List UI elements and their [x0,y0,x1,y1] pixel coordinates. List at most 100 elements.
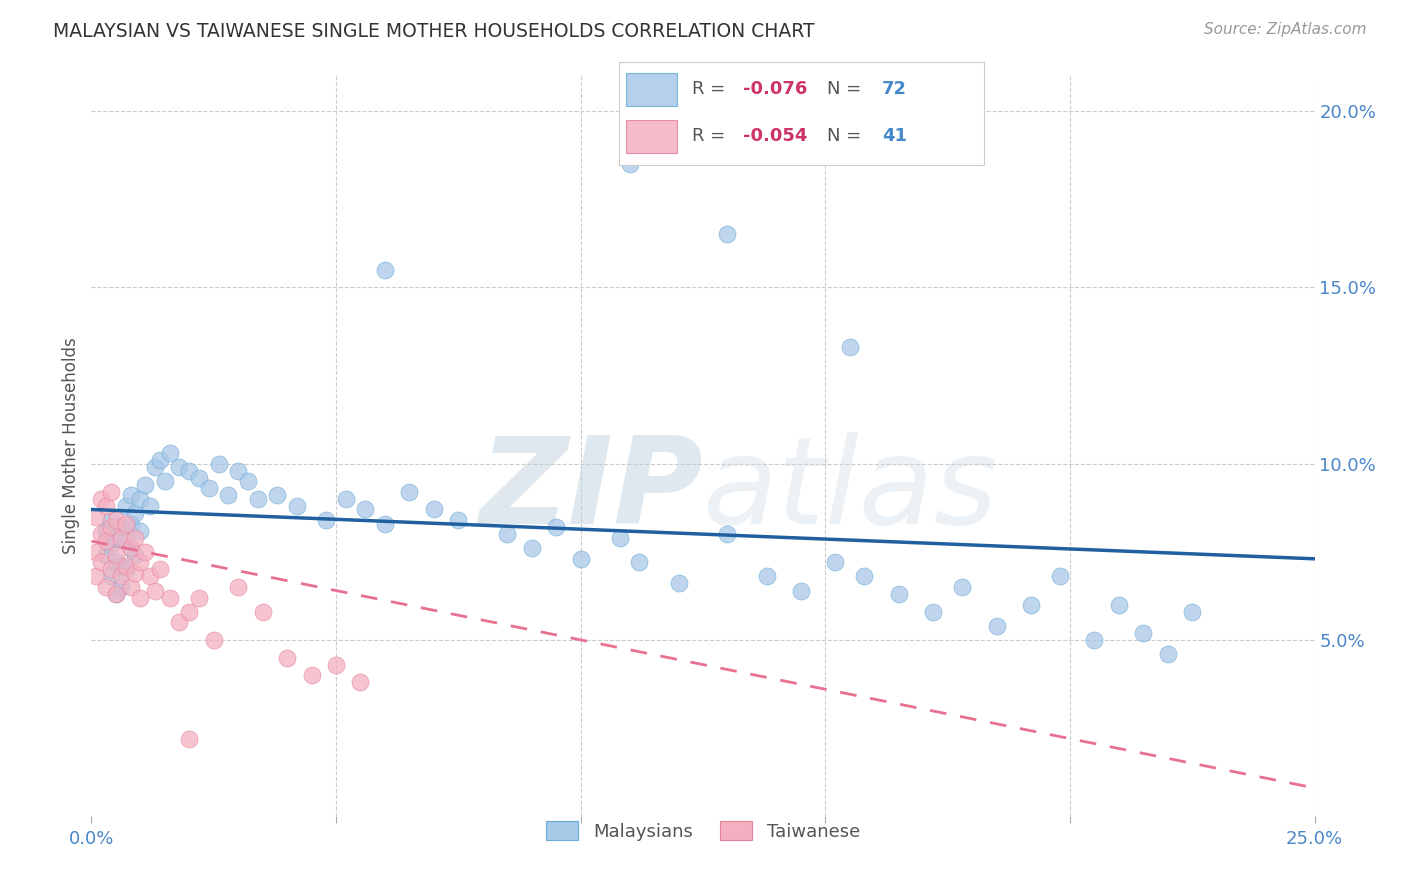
Point [1108,598,1130,612]
Point [129,524,152,538]
Point [188,591,211,605]
Point [114,562,136,576]
Text: atlas: atlas [703,432,998,549]
Point [94,499,117,513]
Point [252,605,274,619]
Y-axis label: Single Mother Households: Single Mother Households [62,338,80,554]
Point [301,668,323,682]
Point [1157,647,1180,661]
Point [124,549,146,563]
Point [838,340,860,354]
Point [129,555,152,569]
Point [100,569,122,583]
Point [100,513,122,527]
Point [335,491,357,506]
Text: -0.076: -0.076 [742,80,807,98]
FancyBboxPatch shape [626,120,678,153]
Point [315,513,337,527]
Point [354,502,377,516]
Point [120,580,142,594]
Point [104,549,127,563]
Text: -0.054: -0.054 [742,128,807,145]
Point [120,516,142,531]
Point [149,453,172,467]
Point [1049,569,1071,583]
Text: N =: N = [827,80,868,98]
Text: N =: N = [827,128,868,145]
Point [716,227,738,242]
Text: R =: R = [692,128,731,145]
Point [143,583,166,598]
Point [129,491,152,506]
Point [569,551,592,566]
Point [104,587,127,601]
Point [124,566,146,580]
Text: R =: R = [692,80,731,98]
Point [100,538,122,552]
Point [120,541,142,556]
Point [129,591,152,605]
Point [104,531,127,545]
Point [1083,632,1105,647]
Point [447,513,470,527]
Point [139,569,162,583]
Point [149,562,172,576]
Point [120,488,142,502]
Point [120,541,142,556]
Point [790,583,813,598]
Point [100,520,122,534]
Point [110,531,132,545]
Point [169,615,191,630]
Point [153,475,176,489]
Point [496,527,519,541]
Point [226,580,249,594]
Point [755,569,778,583]
Point [179,605,201,619]
Point [110,569,132,583]
Point [1019,598,1042,612]
Point [628,555,651,569]
Text: ZIP: ZIP [479,432,703,549]
Point [114,558,136,573]
Text: Source: ZipAtlas.com: Source: ZipAtlas.com [1204,22,1367,37]
Point [94,534,117,549]
Point [94,580,117,594]
Point [609,531,631,545]
Point [100,484,122,499]
Point [824,555,846,569]
Point [285,499,308,513]
Legend: Malaysians, Taiwanese: Malaysians, Taiwanese [538,814,868,848]
Point [236,475,259,489]
Point [90,527,112,541]
Point [179,464,201,478]
Point [100,562,122,576]
Point [986,619,1008,633]
Point [374,516,396,531]
Point [668,576,690,591]
Point [179,731,201,746]
Point [374,262,396,277]
Point [143,460,166,475]
Point [887,587,910,601]
Point [110,558,132,573]
Point [619,157,641,171]
Point [94,549,117,563]
Point [159,446,181,460]
Point [139,499,162,513]
Point [114,499,136,513]
Point [1132,625,1154,640]
Point [124,506,146,520]
Point [922,605,945,619]
Point [169,460,191,475]
Point [198,481,221,495]
Point [226,464,249,478]
FancyBboxPatch shape [626,73,678,105]
Point [159,591,181,605]
Point [217,488,239,502]
Point [84,569,107,583]
Point [266,488,288,502]
Point [110,580,132,594]
Point [110,520,132,534]
Point [398,484,420,499]
Point [202,632,225,647]
